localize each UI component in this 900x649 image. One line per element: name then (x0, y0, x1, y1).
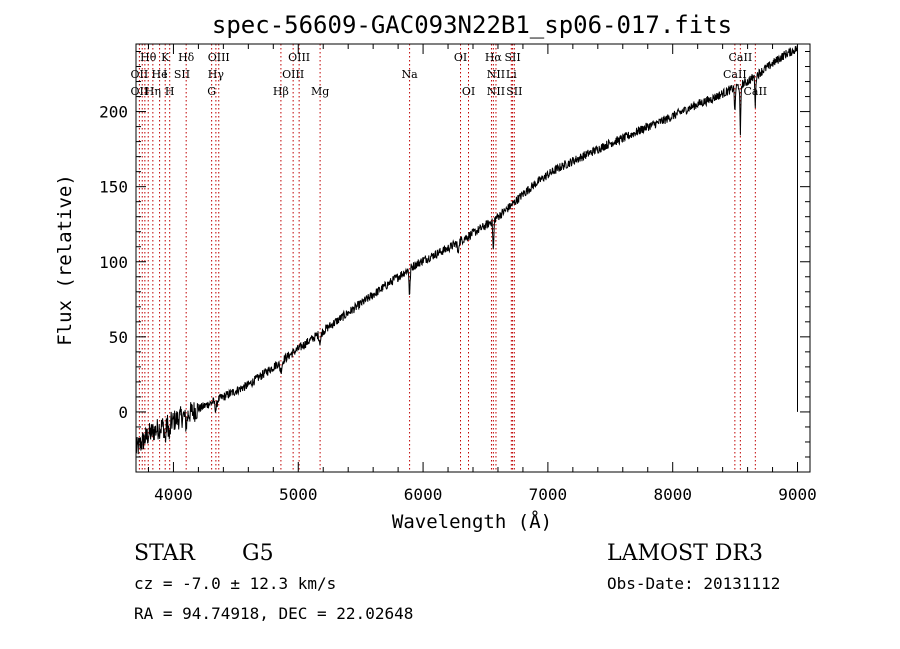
y-tick-label: 100 (99, 253, 128, 272)
x-tick-label: 8000 (653, 485, 692, 504)
x-tick-label: 7000 (529, 485, 568, 504)
line-label: OII (131, 68, 149, 81)
line-label: Mg (311, 85, 329, 98)
line-label: Hγ (208, 68, 225, 81)
line-label: CaII (729, 51, 753, 64)
plot-frame (135, 43, 811, 473)
redshift-cz: cz = -7.0 ± 12.3 km/s (134, 574, 336, 593)
object-subclass: G5 (242, 541, 274, 566)
line-label: OIII (208, 51, 230, 64)
x-tick-label: 5000 (279, 485, 318, 504)
line-label: Hδ (178, 51, 195, 64)
plot-axes: 4000 5000 6000 7000 8000 9000 0 50 100 150 200 (99, 43, 817, 504)
line-label: NII (487, 85, 505, 98)
y-tick-label: 150 (99, 178, 128, 197)
object-class: STAR (134, 541, 196, 566)
line-label: Na (402, 68, 419, 81)
emission-line-markers (138, 44, 756, 472)
line-label: Hθ (140, 51, 157, 64)
spectrum-line (135, 45, 798, 455)
y-tick-label: 0 (118, 403, 128, 422)
y-tick-label: 50 (109, 328, 128, 347)
x-tick-label: 4000 (154, 485, 193, 504)
line-label: K (161, 51, 170, 64)
line-label: OI (462, 85, 475, 98)
line-label: Hα (485, 51, 503, 64)
line-label: I (163, 68, 167, 81)
line-label: H (165, 85, 175, 98)
line-label: G (207, 85, 216, 98)
line-label: NII (487, 68, 505, 81)
line-label: OIII (282, 68, 304, 81)
chart-title: spec-56609-GAC093N22B1_sp06-017.fits (212, 11, 732, 39)
line-label: CaII (723, 68, 747, 81)
line-label: SII (174, 68, 190, 81)
line-label: Hβ (273, 85, 289, 98)
y-tick-label: 200 (99, 103, 128, 122)
x-tick-label: 6000 (404, 485, 443, 504)
spectrum-series (135, 45, 798, 455)
line-label: Li (506, 68, 517, 81)
x-tick-label: 9000 (778, 485, 817, 504)
line-label: Hη (145, 85, 161, 98)
observation-date: Obs-Date: 20131112 (607, 574, 780, 593)
line-label: OI (454, 51, 467, 64)
line-label: He (152, 68, 168, 81)
x-axis-label: Wavelength (Å) (392, 510, 552, 533)
y-axis-label: Flux (relative) (54, 174, 76, 346)
line-label: SII (506, 85, 522, 98)
coordinates: RA = 94.74918, DEC = 22.02648 (134, 604, 413, 623)
line-label: SII (504, 51, 520, 64)
survey-name: LAMOST DR3 (607, 541, 763, 566)
line-label: OIII (288, 51, 310, 64)
line-label: OII (131, 85, 149, 98)
